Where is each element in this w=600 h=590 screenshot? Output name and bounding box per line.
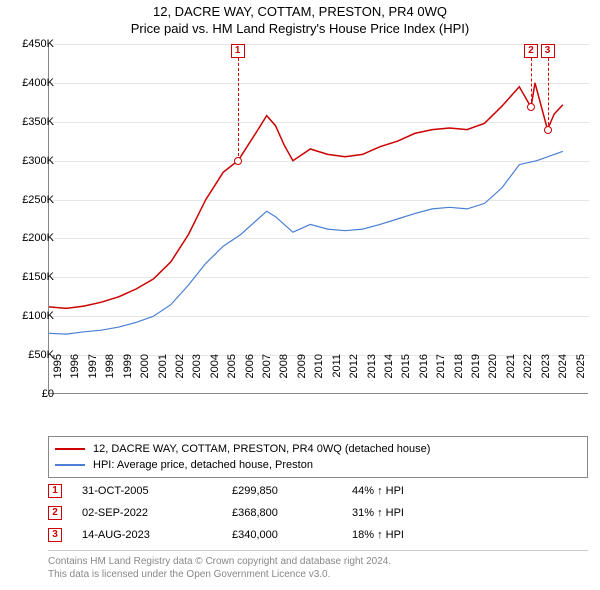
x-axis-label: 2016 xyxy=(418,354,430,378)
marker-label: 3 xyxy=(541,44,555,58)
legend: 12, DACRE WAY, COTTAM, PRESTON, PR4 0WQ … xyxy=(48,436,588,478)
x-axis-label: 1998 xyxy=(104,354,116,378)
chart-subtitle: Price paid vs. HM Land Registry's House … xyxy=(0,19,600,40)
x-axis-label: 2000 xyxy=(139,354,151,378)
x-axis-label: 1996 xyxy=(69,354,81,378)
transaction-date: 14-AUG-2023 xyxy=(82,529,232,541)
x-axis-label: 2025 xyxy=(575,354,587,378)
marker-label: 2 xyxy=(524,44,538,58)
legend-swatch xyxy=(55,448,85,450)
x-axis-label: 2021 xyxy=(505,354,517,378)
legend-swatch xyxy=(55,464,85,466)
transaction-row: 2 02-SEP-2022£368,80031% ↑ HPI xyxy=(48,502,472,524)
transaction-pct: 31% ↑ HPI xyxy=(352,507,472,519)
transaction-price: £368,800 xyxy=(232,507,352,519)
x-axis-label: 2014 xyxy=(383,354,395,378)
transaction-row: 3 14-AUG-2023£340,00018% ↑ HPI xyxy=(48,524,472,546)
legend-text: 12, DACRE WAY, COTTAM, PRESTON, PR4 0WQ … xyxy=(93,443,430,455)
chart-area: 1 23 xyxy=(48,44,588,394)
marker-dot xyxy=(544,126,552,134)
transaction-pct: 44% ↑ HPI xyxy=(352,485,472,497)
x-axis-label: 2008 xyxy=(278,354,290,378)
x-axis-label: 2010 xyxy=(313,354,325,378)
x-axis-label: 2019 xyxy=(470,354,482,378)
footer: Contains HM Land Registry data © Crown c… xyxy=(48,550,588,581)
x-axis-label: 2017 xyxy=(435,354,447,378)
marker-dot xyxy=(234,157,242,165)
legend-item: 12, DACRE WAY, COTTAM, PRESTON, PR4 0WQ … xyxy=(55,441,581,457)
chart-container: 12, DACRE WAY, COTTAM, PRESTON, PR4 0WQ … xyxy=(0,0,600,590)
x-axis-label: 2018 xyxy=(453,354,465,378)
x-axis-label: 2012 xyxy=(348,354,360,378)
marker-label: 1 xyxy=(231,44,245,58)
x-axis-label: 1997 xyxy=(87,354,99,378)
y-axis-label: £250K xyxy=(10,194,54,206)
chart-title: 12, DACRE WAY, COTTAM, PRESTON, PR4 0WQ xyxy=(0,0,600,19)
transaction-price: £299,850 xyxy=(232,485,352,497)
y-axis-label: £0 xyxy=(10,388,54,400)
transaction-marker: 2 xyxy=(48,506,62,520)
x-axis-label: 2009 xyxy=(296,354,308,378)
x-axis-label: 2020 xyxy=(487,354,499,378)
y-axis-label: £150K xyxy=(10,271,54,283)
transaction-date: 02-SEP-2022 xyxy=(82,507,232,519)
x-axis-label: 1995 xyxy=(52,354,64,378)
transaction-price: £340,000 xyxy=(232,529,352,541)
y-axis-label: £400K xyxy=(10,77,54,89)
transactions-table: 1 31-OCT-2005£299,85044% ↑ HPI 2 02-SEP-202… xyxy=(48,480,472,546)
footer-line-1: Contains HM Land Registry data © Crown c… xyxy=(48,555,588,568)
x-axis-label: 2022 xyxy=(522,354,534,378)
series-line xyxy=(49,151,563,334)
x-axis-label: 2001 xyxy=(157,354,169,378)
x-axis-label: 2015 xyxy=(400,354,412,378)
plot-region: 1 23 xyxy=(48,44,588,394)
transaction-marker: 3 xyxy=(48,528,62,542)
marker-dashline xyxy=(548,58,549,130)
transaction-row: 1 31-OCT-2005£299,85044% ↑ HPI xyxy=(48,480,472,502)
transaction-date: 31-OCT-2005 xyxy=(82,485,232,497)
y-axis-label: £200K xyxy=(10,232,54,244)
x-axis-label: 2005 xyxy=(226,354,238,378)
legend-text: HPI: Average price, detached house, Pres… xyxy=(93,459,313,471)
x-axis-label: 2011 xyxy=(331,354,343,378)
x-axis-label: 2003 xyxy=(191,354,203,378)
y-axis-label: £300K xyxy=(10,155,54,167)
x-axis-label: 2013 xyxy=(366,354,378,378)
transaction-marker: 1 xyxy=(48,484,62,498)
y-axis-label: £450K xyxy=(10,38,54,50)
legend-item: HPI: Average price, detached house, Pres… xyxy=(55,457,581,473)
line-layer xyxy=(49,44,589,394)
series-line xyxy=(49,83,563,309)
x-axis-label: 2006 xyxy=(244,354,256,378)
marker-dot xyxy=(527,103,535,111)
footer-line-2: This data is licensed under the Open Gov… xyxy=(48,568,588,581)
x-axis-label: 2007 xyxy=(261,354,273,378)
x-axis-label: 1999 xyxy=(122,354,134,378)
x-axis-label: 2023 xyxy=(540,354,552,378)
y-axis-label: £350K xyxy=(10,116,54,128)
marker-dashline xyxy=(238,58,239,161)
transaction-pct: 18% ↑ HPI xyxy=(352,529,472,541)
y-axis-label: £100K xyxy=(10,310,54,322)
x-axis-label: 2002 xyxy=(174,354,186,378)
marker-dashline xyxy=(531,58,532,107)
x-axis-label: 2024 xyxy=(557,354,569,378)
x-axis-label: 2004 xyxy=(209,354,221,378)
y-axis-label: £50K xyxy=(10,349,54,361)
